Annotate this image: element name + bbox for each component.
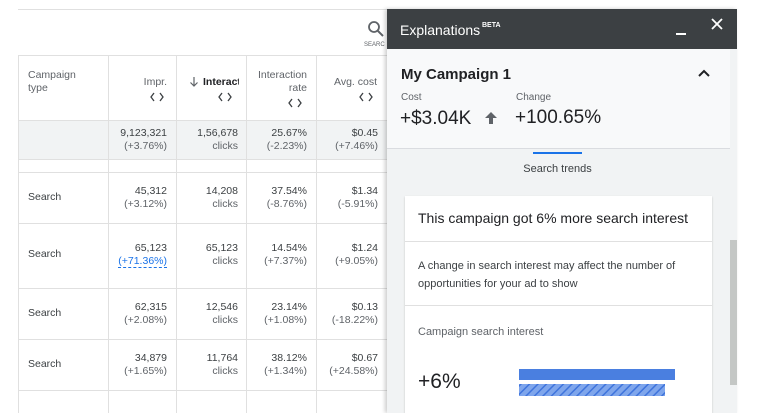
campaign-type: Search xyxy=(28,248,62,260)
divider xyxy=(405,241,712,242)
row-divider xyxy=(18,339,388,340)
cell-sub: (+2.08%) xyxy=(124,314,167,326)
header-impr[interactable]: Impr. xyxy=(143,76,167,88)
sort-icon[interactable] xyxy=(218,92,232,102)
cell-sub: (-2.23%) xyxy=(266,140,307,152)
sort-arrow xyxy=(190,77,198,87)
row-divider xyxy=(18,223,388,224)
cell-value: 12,546 xyxy=(205,301,238,313)
header-interactions[interactable]: Interact xyxy=(203,76,239,88)
search-label: SEARC xyxy=(364,42,385,48)
cell-sub: (-8.76%) xyxy=(266,198,307,210)
cell-sub: (+7.37%) xyxy=(264,255,307,267)
up-arrow xyxy=(485,112,497,124)
header-campaign-type[interactable]: Campaign type xyxy=(28,69,76,94)
tab-search-trends[interactable]: Search trends xyxy=(523,163,592,175)
search-icon[interactable] xyxy=(367,20,385,38)
campaign-type: Search xyxy=(28,191,62,203)
sort-icon[interactable] xyxy=(288,98,302,108)
cell-sub: (-5.91%) xyxy=(337,198,378,210)
cell-sub: (+9.05%) xyxy=(335,255,378,267)
change-value: +100.65% xyxy=(515,107,602,128)
interest-value: +6% xyxy=(418,370,461,393)
cell-value: 62,315 xyxy=(134,301,167,313)
table-border xyxy=(18,55,19,413)
cell-sub: (+1.65%) xyxy=(124,365,167,377)
cell-sub: clicks xyxy=(212,365,238,377)
panel-header xyxy=(387,9,737,49)
cell-value: 65,123 xyxy=(134,242,167,254)
row-divider xyxy=(18,172,388,173)
cell-value: 23.14% xyxy=(271,301,307,313)
cell-value: $1.24 xyxy=(351,242,378,254)
row-divider xyxy=(18,390,388,391)
scrollbar[interactable] xyxy=(730,240,737,385)
header-avg-cost[interactable]: Avg. cost xyxy=(334,76,377,88)
sort-icon[interactable] xyxy=(150,92,164,102)
card-description: A change in search interest may affect t… xyxy=(418,260,676,290)
column-divider xyxy=(316,55,317,413)
cell-value: 14,208 xyxy=(205,185,238,197)
cell-value: $0.13 xyxy=(351,301,378,313)
divider xyxy=(18,120,388,121)
divider xyxy=(387,148,730,149)
cell-value: 34,879 xyxy=(134,352,167,364)
column-divider xyxy=(108,55,109,413)
campaign-summary xyxy=(387,49,730,148)
cell-value: 38.12% xyxy=(271,352,307,364)
cell-sub: (+24.58%) xyxy=(329,365,378,377)
cell-value: 14.54% xyxy=(271,242,307,254)
cell-sub: (-18.22%) xyxy=(331,314,378,326)
interest-bars xyxy=(519,369,675,396)
cell-value: 37.54% xyxy=(271,185,307,197)
divider xyxy=(18,55,388,56)
panel-controls[interactable] xyxy=(672,16,732,40)
cell-value: $0.45 xyxy=(351,127,378,139)
tab-indicator xyxy=(533,152,582,154)
change-label: Change xyxy=(516,92,552,103)
cell-sub: (+1.34%) xyxy=(264,365,307,377)
cell-sub: clicks xyxy=(212,255,238,267)
campaign-name: My Campaign 1 xyxy=(401,66,512,83)
cell-value: 1,56,678 xyxy=(197,127,238,139)
sort-icon[interactable] xyxy=(359,92,373,102)
section-label: Campaign search interest xyxy=(418,326,544,338)
cell-value: $1.34 xyxy=(351,185,378,197)
panel-title: Explanations xyxy=(400,22,481,38)
cell-sub: clicks xyxy=(212,198,238,210)
campaign-type: Search xyxy=(28,358,62,370)
cell-sub: clicks xyxy=(212,314,238,326)
collapse-icon[interactable] xyxy=(697,68,711,78)
cell-value: 65,123 xyxy=(205,242,238,254)
change-link[interactable]: (+71.36%) xyxy=(118,255,167,268)
cell-value: $0.67 xyxy=(351,352,378,364)
column-divider xyxy=(246,55,247,413)
divider xyxy=(405,305,712,306)
cell-sub: (+3.12%) xyxy=(124,198,167,210)
cell-sub: (+3.76%) xyxy=(124,140,167,152)
cell-sub: (+1.08%) xyxy=(264,314,307,326)
row-divider xyxy=(18,288,388,289)
cost-value: +$3.04K xyxy=(400,108,472,129)
cell-value: 25.67% xyxy=(271,127,307,139)
cell-value: 9,123,321 xyxy=(120,127,167,139)
beta-badge: BETA xyxy=(482,22,501,29)
card-title: This campaign got 6% more search interes… xyxy=(418,210,689,226)
cell-value: 11,764 xyxy=(206,352,238,364)
header-interaction-rate[interactable]: Interaction rate xyxy=(257,69,307,94)
divider xyxy=(18,9,388,10)
cell-sub: (+7.46%) xyxy=(335,140,378,152)
column-divider xyxy=(176,55,177,413)
total-row xyxy=(19,121,388,159)
cell-sub: clicks xyxy=(212,140,238,152)
campaign-type: Search xyxy=(28,307,62,319)
cell-value: 45,312 xyxy=(134,185,167,197)
cost-label: Cost xyxy=(401,92,422,103)
cell-sub: (+71.36%) xyxy=(110,255,167,268)
divider xyxy=(18,159,388,160)
